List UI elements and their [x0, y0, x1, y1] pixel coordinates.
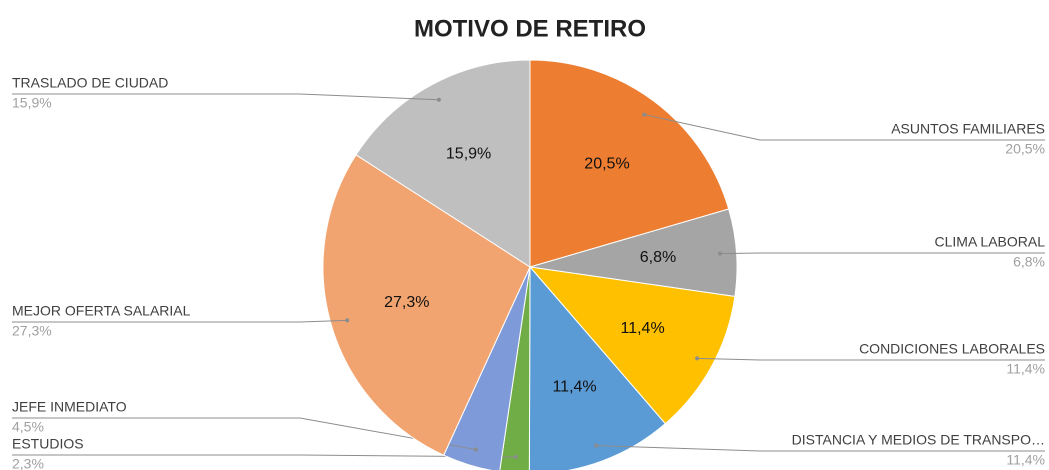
legend-label: CLIMA LABORAL: [935, 234, 1046, 250]
leader-line: [697, 357, 1045, 361]
leader-dot: [436, 97, 441, 102]
pie-slice: [528, 266, 736, 425]
pie-slice: [529, 59, 730, 268]
legend-label: TRASLADO DE CIUDAD: [12, 75, 168, 91]
legend-label: JEFE INMEDIATO: [12, 399, 127, 415]
leader-dot: [717, 251, 722, 256]
legend-value: 15,9%: [12, 95, 52, 111]
leader-dot: [642, 112, 647, 117]
legend-value: 11,4%: [1006, 361, 1045, 377]
slice-label: 6,8%: [640, 249, 676, 266]
slice-label: 11,4%: [552, 379, 596, 396]
legend-value: 27,3%: [12, 323, 52, 339]
leader-dot: [345, 318, 350, 323]
leader-dot: [513, 454, 518, 459]
leader-line: [12, 454, 516, 458]
leader-dot: [594, 443, 599, 448]
leader-dot: [695, 356, 700, 361]
chart-title: MOTIVO DE RETIRO: [414, 15, 646, 42]
leader-line: [719, 252, 1045, 255]
legend-label: ESTUDIOS: [12, 436, 84, 452]
leader-line: [596, 445, 1045, 452]
leader-line: [644, 114, 1045, 141]
legend-label: CONDICIONES LABORALES: [859, 341, 1045, 357]
legend-value: 20,5%: [1005, 141, 1045, 157]
legend-value: 6,8%: [1013, 254, 1045, 270]
legend-label: DISTANCIA Y MEDIOS DE TRANSPO…: [792, 432, 1045, 448]
leader-dot: [473, 447, 478, 452]
legend-label: ASUNTOS FAMILIARES: [891, 121, 1045, 137]
leader-line: [12, 319, 348, 323]
slice-label: 27,3%: [384, 294, 429, 311]
slice-label: 15,9%: [446, 146, 491, 163]
pie-slice: [355, 59, 531, 268]
legend-value: 11,4%: [1006, 452, 1045, 468]
legend-value: 2,3%: [12, 456, 44, 470]
legend-label: MEJOR OFERTA SALARIAL: [12, 303, 191, 319]
pie-slice: [528, 265, 667, 470]
legend-value: 4,5%: [12, 419, 44, 435]
pie-slice: [322, 154, 531, 456]
slice-label: 20,5%: [584, 156, 629, 173]
leader-line: [12, 93, 439, 101]
slice-label: 11,4%: [620, 320, 664, 337]
